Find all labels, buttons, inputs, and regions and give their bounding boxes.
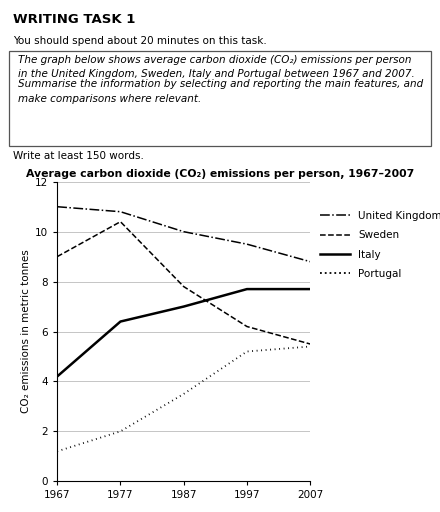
Legend: United Kingdom, Sweden, Italy, Portugal: United Kingdom, Sweden, Italy, Portugal (320, 211, 440, 279)
Y-axis label: CO₂ emissions in metric tonnes: CO₂ emissions in metric tonnes (21, 250, 31, 413)
Text: WRITING TASK 1: WRITING TASK 1 (13, 13, 136, 26)
Text: Write at least 150 words.: Write at least 150 words. (13, 151, 144, 161)
Text: Average carbon dioxide (CO₂) emissions per person, 1967–2007: Average carbon dioxide (CO₂) emissions p… (26, 169, 414, 179)
Text: Summarise the information by selecting and reporting the main features, and
make: Summarise the information by selecting a… (18, 79, 423, 104)
Text: You should spend about 20 minutes on this task.: You should spend about 20 minutes on thi… (13, 36, 267, 46)
Text: The graph below shows average carbon dioxide (CO₂) emissions per person
in the U: The graph below shows average carbon dio… (18, 55, 414, 79)
